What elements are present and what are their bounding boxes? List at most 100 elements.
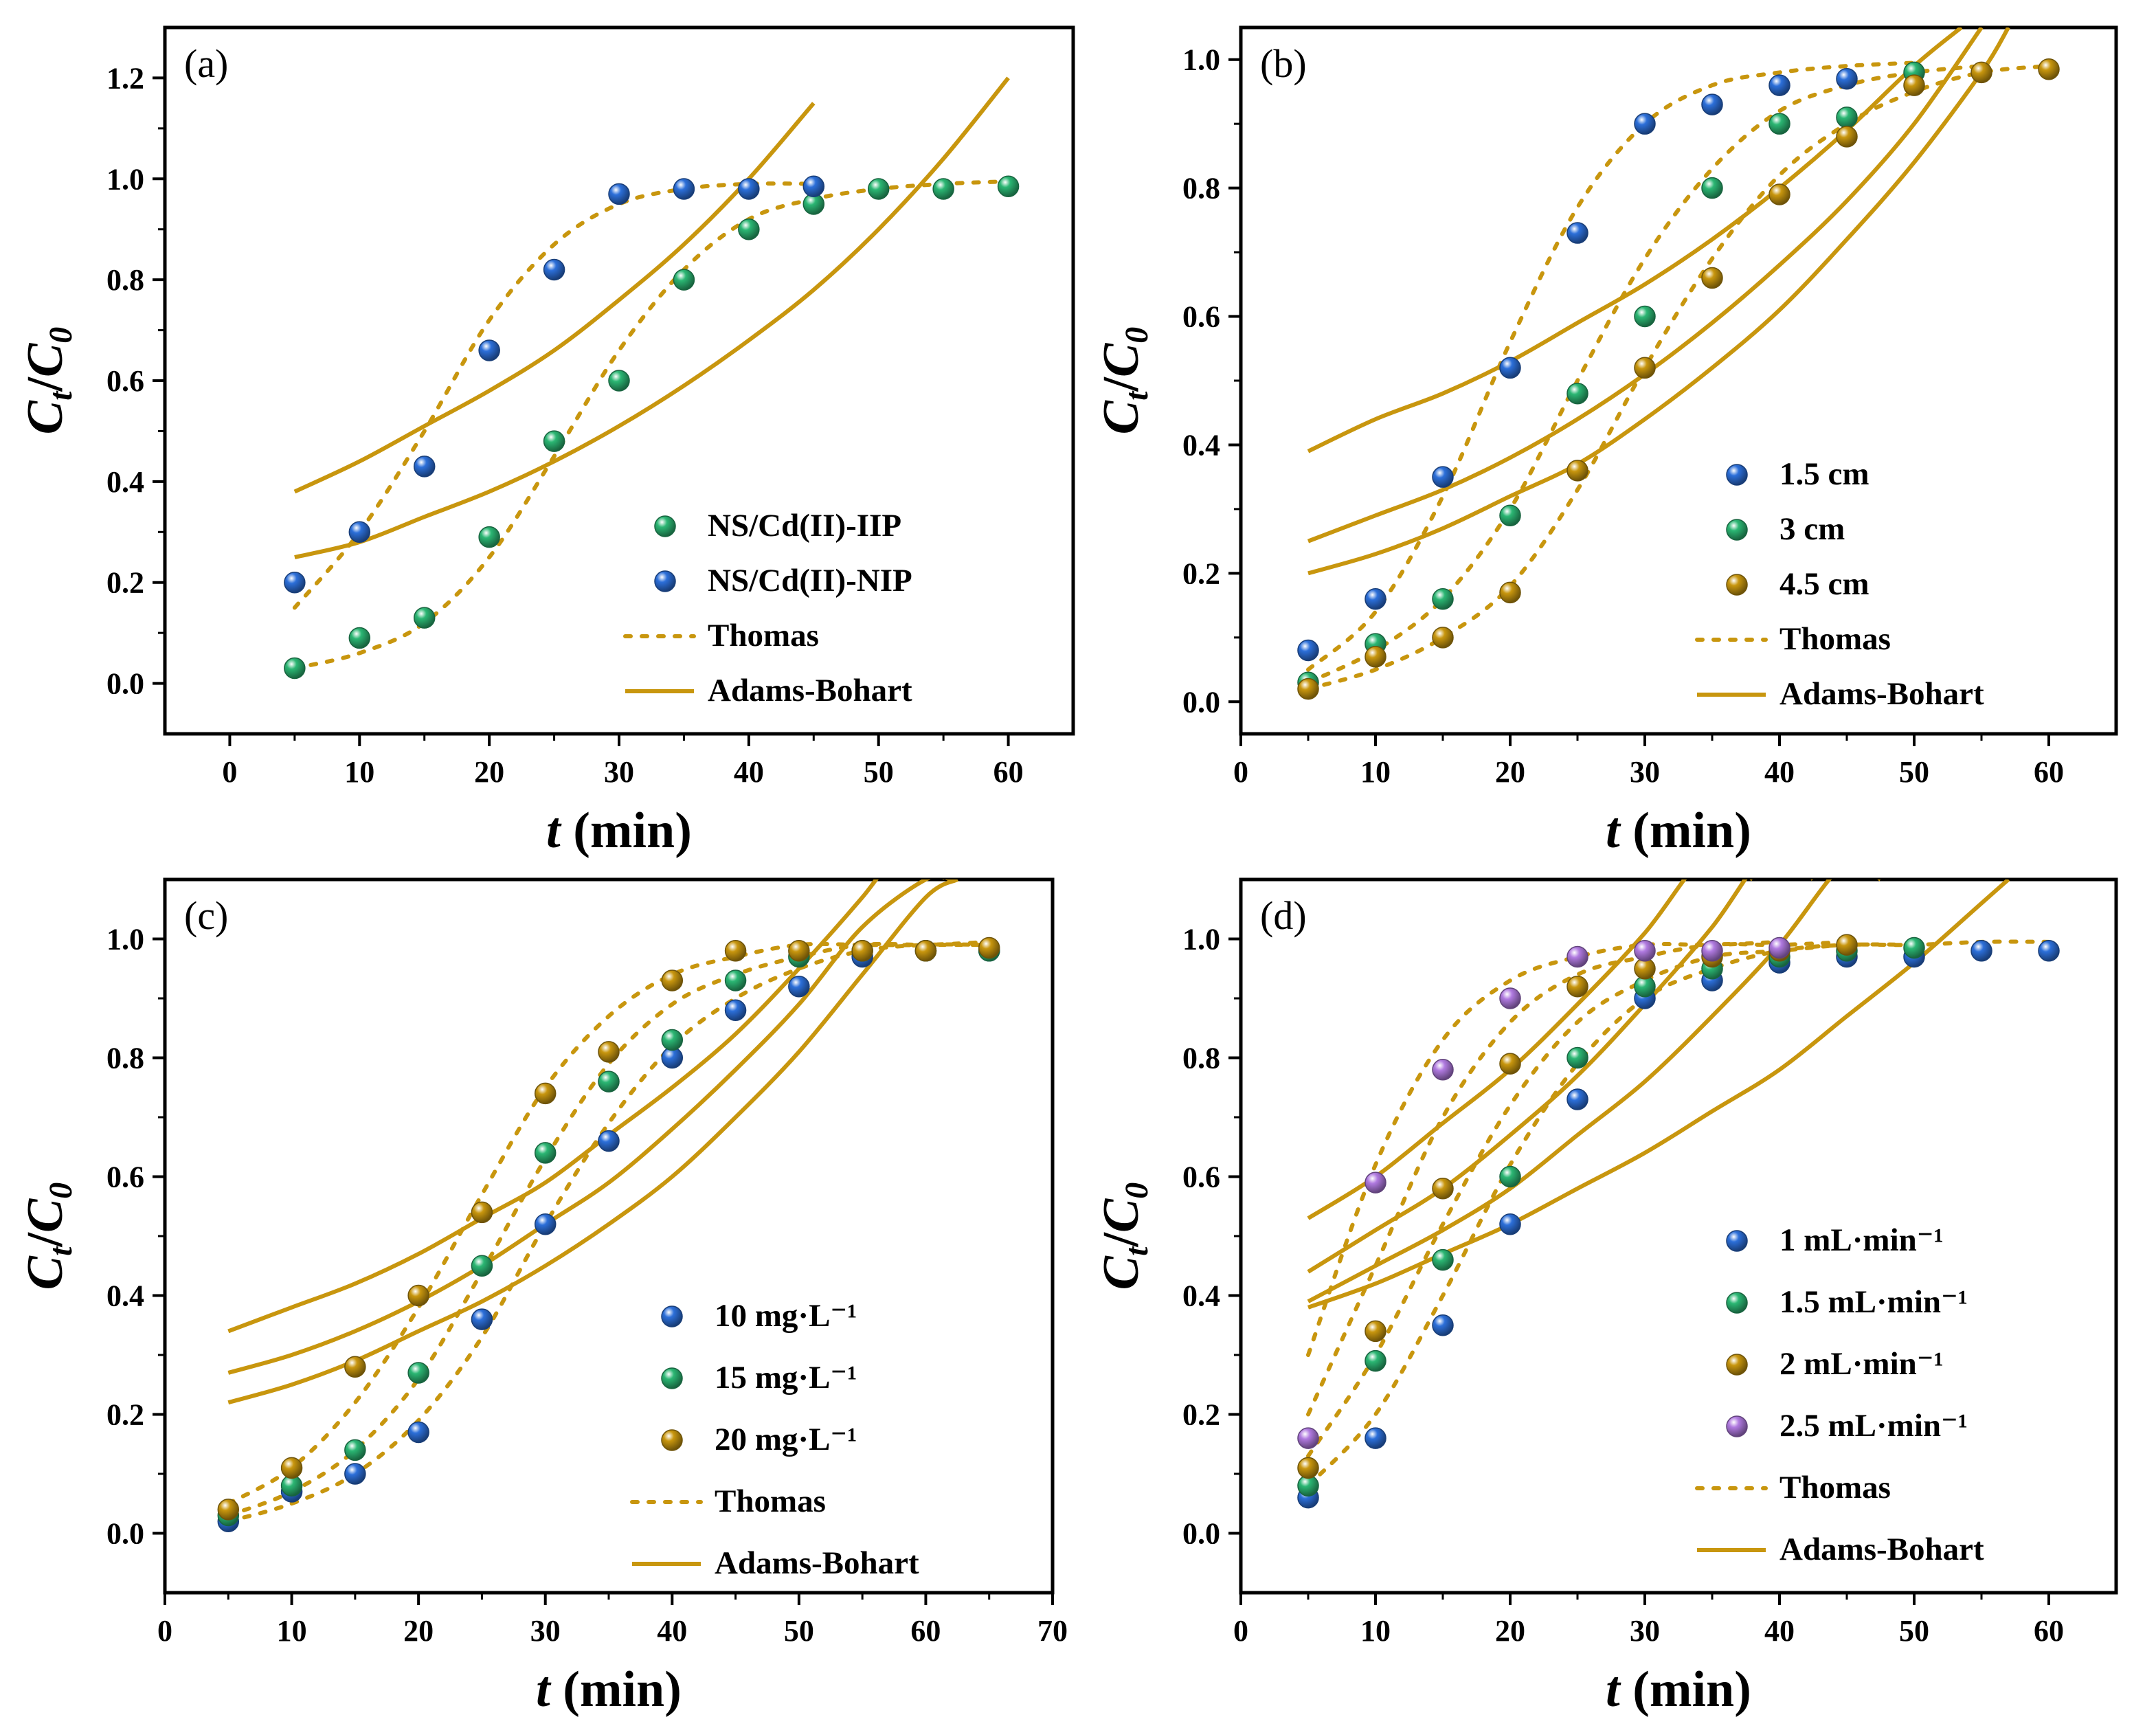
panel-a-data-point <box>738 178 760 200</box>
panel-d-legend: 1 mL·min⁻¹ 1.5 mL·min⁻¹ 2 mL·min⁻¹ 2.5 mL·m… <box>1695 1222 1984 1567</box>
panel-d-data-point <box>1903 937 1925 959</box>
panel-c-adams-bohart-line <box>227 879 952 1375</box>
panel-b-legend-entry: Adams-Bohart <box>1779 676 1984 712</box>
panel-d-data-point <box>1432 1059 1454 1081</box>
panel-b-legend-entry: Thomas <box>1779 621 1891 657</box>
panel-a-data-point <box>867 178 890 200</box>
panel-b-y-tick-label: 0.8 <box>1182 172 1220 205</box>
panel-c-legend-entry: Adams-Bohart <box>715 1545 919 1581</box>
panel-b-data-point <box>1567 382 1588 405</box>
panel-b-data-point <box>2038 58 2060 80</box>
panel-a-data-point <box>284 657 306 680</box>
panel-d-data-point <box>1634 940 1656 962</box>
panel-b-data-point <box>1836 107 1858 128</box>
panel-a-data-point <box>673 269 695 291</box>
panel-a-plot-area <box>284 76 1020 680</box>
panel-d-adams-bohart-line <box>1307 879 1813 1274</box>
panel-d-legend-entry: Thomas <box>1779 1470 1891 1505</box>
panel-b-data-point <box>1634 113 1656 135</box>
panel-a-data-point <box>284 571 306 594</box>
panel-a-data-point <box>802 175 825 198</box>
panel-a-label: (a) <box>184 41 228 86</box>
panel-a-y-axis-title: Ct/C0 <box>17 327 79 435</box>
panel-a-x-tick-label: 10 <box>344 755 374 789</box>
panel-d-legend-marker <box>1726 1415 1748 1437</box>
panel-a-data-point <box>413 456 436 478</box>
panel-d-x-tick-label: 0 <box>1233 1614 1248 1648</box>
panel-d-legend-entry: 1.5 mL·min⁻¹ <box>1779 1284 1968 1320</box>
panel-c-adams-bohart-line <box>227 879 945 1334</box>
panel-b-data-point <box>1634 305 1656 328</box>
panel-d-x-axis-title: t (min) <box>1606 1661 1751 1718</box>
panel-d-data-point <box>1365 1349 1386 1372</box>
panel-b-data-point <box>1768 183 1790 205</box>
panel-a-thomas-line <box>292 181 816 610</box>
panel-a-y-tick-label: 1.0 <box>106 162 144 196</box>
panel-a-adams-bohart-line <box>294 76 1010 559</box>
panel-b-data-point <box>1567 460 1588 482</box>
panel-a-data-point <box>608 183 630 205</box>
panel-b-y-tick-label: 1.0 <box>1182 43 1220 77</box>
panel-b-x-tick-label: 0 <box>1233 755 1248 789</box>
panel-c-x-tick-label: 50 <box>784 1614 814 1648</box>
panel-c-data-point <box>280 1457 303 1479</box>
panel-d-thomas-line <box>1306 939 1782 1357</box>
panel-a-data-point <box>413 607 436 629</box>
panel-d-y-tick-label: 0.4 <box>1182 1279 1220 1313</box>
panel-b-data-point <box>1701 93 1723 115</box>
panel-d-legend-entry: Adams-Bohart <box>1779 1532 1984 1567</box>
panel-b-x-tick-label: 10 <box>1360 755 1391 789</box>
panel-b-data-point <box>1365 646 1386 668</box>
panel-d-thomas-line <box>1306 939 1849 1417</box>
panel-a-legend-entry: NS/Cd(II)-IIP <box>708 508 901 543</box>
panel-c-y-axis-title: Ct/C0 <box>17 1183 79 1290</box>
panel-b-data-point <box>1432 466 1454 488</box>
panel-c-data-point <box>344 1356 366 1378</box>
panel-b-data-point <box>1432 587 1454 610</box>
panel-d-frame <box>1239 877 2118 1595</box>
panel-b-data-point <box>1836 68 1858 90</box>
panel-c-data-point <box>914 940 937 962</box>
panel-c-legend-marker <box>661 1367 683 1389</box>
panel-a-legend-entry: Thomas <box>708 618 819 653</box>
panel-d-adams-bohart-line <box>1307 879 1753 1220</box>
panel-c-x-tick-label: 10 <box>277 1614 307 1648</box>
panel-b-thomas-line <box>1306 60 1916 672</box>
panel-d-y-tick-label: 0.6 <box>1182 1161 1220 1194</box>
panel-c-y-tick-label: 0.8 <box>106 1042 144 1075</box>
panel-b-label: (b) <box>1260 41 1307 86</box>
panel-d-legend-marker <box>1726 1292 1748 1314</box>
panel-d-label: (d) <box>1260 893 1307 938</box>
panel-d-legend-entry: 2.5 mL·min⁻¹ <box>1779 1408 1968 1444</box>
panel-d-adams-bohart-line <box>1307 879 1880 1303</box>
panel-c-data-point <box>407 1284 429 1307</box>
panel-c-data-point <box>788 975 810 998</box>
panel-c-data-point <box>851 940 873 962</box>
panel-b-legend-entry: 1.5 cm <box>1779 456 1869 492</box>
panel-d-x-tick-label: 60 <box>2034 1614 2064 1648</box>
panel-d-x-tick-label: 40 <box>1764 1614 1795 1648</box>
panel-b: 0 10 20 30 40 50 60 0.0 0.2 0.4 0.6 0.8 1.0 (b) t (min… <box>1093 25 2118 859</box>
panel-b-data-point <box>1499 357 1521 379</box>
panel-a-y-tick-label: 0.8 <box>106 263 144 297</box>
panel-b-legend-marker <box>1726 519 1748 541</box>
panel-a-x-tick-label: 60 <box>993 755 1024 789</box>
panel-a-data-point <box>348 521 371 543</box>
panel-c-thomas-line <box>226 939 991 1506</box>
panel-c-x-tick-label: 30 <box>530 1614 561 1648</box>
panel-c-x-tick-label: 40 <box>657 1614 687 1648</box>
panel-c-data-point <box>471 1255 493 1277</box>
panel-b-y-tick-label: 0.6 <box>1182 300 1220 334</box>
panel-d-data-point <box>2038 940 2060 962</box>
panel-c-data-point <box>217 1499 240 1521</box>
panel-c-data-point <box>344 1463 366 1485</box>
panel-a: 0 10 20 30 40 50 60 0.0 0.2 0.4 0.6 0.8 1.0 1.2 (a) t (… <box>17 25 1075 859</box>
panel-c-data-point <box>661 1029 684 1051</box>
panel-c-legend-marker <box>661 1429 683 1451</box>
panel-d-data-point <box>1567 1046 1588 1069</box>
panel-d-data-point <box>1365 1320 1386 1343</box>
panel-c-y-tick-label: 1.0 <box>106 923 144 956</box>
panel-d-data-point <box>1297 1427 1319 1449</box>
panel-d-data-point <box>1499 987 1521 1009</box>
panel-c-data-point <box>598 1041 620 1063</box>
